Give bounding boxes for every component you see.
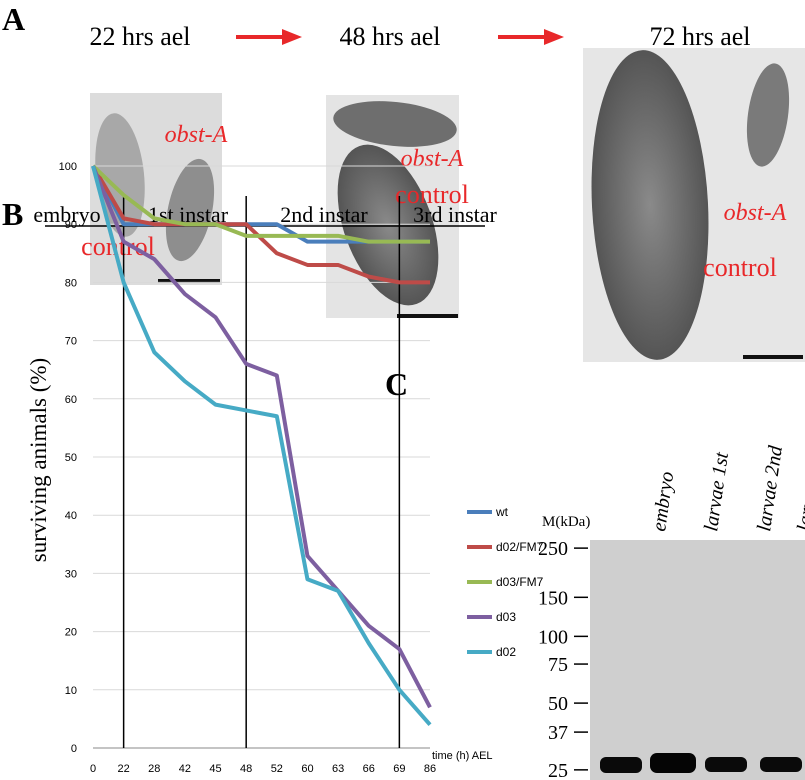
marker-label: 25	[548, 760, 568, 780]
lane-label: larvae 1st	[700, 451, 733, 533]
x-tick-label: 42	[179, 763, 191, 775]
series-line	[91, 165, 432, 727]
photo: obst-A control	[583, 48, 805, 362]
x-tick-label: 69	[393, 763, 405, 775]
x-tick-label: 45	[209, 763, 221, 775]
marker-label: 250	[538, 538, 568, 560]
time-label: 72 hrs ael	[649, 22, 750, 51]
x-tick-label: 0	[90, 763, 96, 775]
stage-label: 2nd instar	[280, 202, 368, 227]
x-tick-label: 86	[424, 763, 436, 775]
axis-label: M(kDa)	[542, 514, 590, 530]
x-axis-label: time (h) AEL	[432, 750, 493, 762]
mutant-label: obst-A	[165, 122, 228, 148]
x-tick-label: 22	[118, 763, 130, 775]
photo: obst-A control	[326, 95, 469, 318]
x-tick-label: 66	[363, 763, 375, 775]
y-tick-label: 70	[65, 336, 77, 348]
y-tick-label: 20	[65, 627, 77, 639]
y-tick-label: 0	[71, 743, 77, 755]
mutant-label: obst-A	[724, 200, 787, 226]
y-tick-label: 40	[65, 510, 77, 522]
marker-label: 150	[538, 587, 568, 609]
x-tick-label: 60	[301, 763, 313, 775]
lane-label: larvae 2nd	[753, 443, 787, 532]
panel-c: C M(kDa) embryo larvae 1st larvae 2nd larva…	[385, 366, 805, 780]
stage-label: 3rd instar	[413, 202, 497, 227]
mutant-label: obst-A	[401, 146, 464, 172]
legend-label: d03/FM7	[496, 575, 544, 589]
panel-label: B	[2, 196, 23, 232]
series-line	[91, 165, 432, 709]
time-label: 22 hrs ael	[89, 22, 190, 51]
marker-label: 37	[548, 722, 568, 744]
y-tick-label: 30	[65, 568, 77, 580]
y-tick-label: 80	[65, 277, 77, 289]
y-tick-label: 50	[65, 452, 77, 464]
y-tick-label: 10	[65, 685, 77, 697]
lane-label: embryo	[648, 470, 678, 532]
stage-label: embryo	[33, 202, 100, 227]
legend-label: d02/FM7	[496, 540, 544, 554]
marker-label: 100	[538, 626, 568, 648]
y-tick-label: 100	[59, 161, 77, 173]
arrow	[236, 29, 564, 45]
panel-b: B 0 10 20 30 40 50 60 70 80 90 100 0 22 28 42 45 48 52 60 6…	[2, 161, 544, 775]
control-label: control	[703, 253, 777, 282]
bands	[600, 753, 802, 773]
legend-label: d02	[496, 645, 516, 659]
series-line	[91, 164, 430, 244]
lane-label: larvae 2nd/3rd	[793, 411, 805, 533]
panel-label: A	[2, 1, 25, 37]
x-tick-label: 48	[240, 763, 252, 775]
legend-label: wt	[495, 505, 509, 519]
control-label: control	[395, 180, 469, 209]
panel-a: A 22 hrs ael 48 hrs ael 72 hrs ael obst-…	[2, 1, 805, 362]
blot	[590, 540, 805, 780]
marker-label: 50	[548, 693, 568, 715]
time-label: 48 hrs ael	[339, 22, 440, 51]
y-axis-label: surviving animals (%)	[26, 358, 51, 562]
y-tick-label: 60	[65, 394, 77, 406]
x-tick-label: 63	[332, 763, 344, 775]
x-tick-label: 28	[148, 763, 160, 775]
panel-label: C	[385, 366, 408, 402]
x-tick-label: 52	[271, 763, 283, 775]
photo: obst-A control	[81, 93, 228, 285]
series-line	[91, 164, 430, 285]
legend-label: d03	[496, 610, 516, 624]
y-tick-label: 90	[65, 219, 77, 231]
marker-label: 75	[548, 654, 568, 676]
